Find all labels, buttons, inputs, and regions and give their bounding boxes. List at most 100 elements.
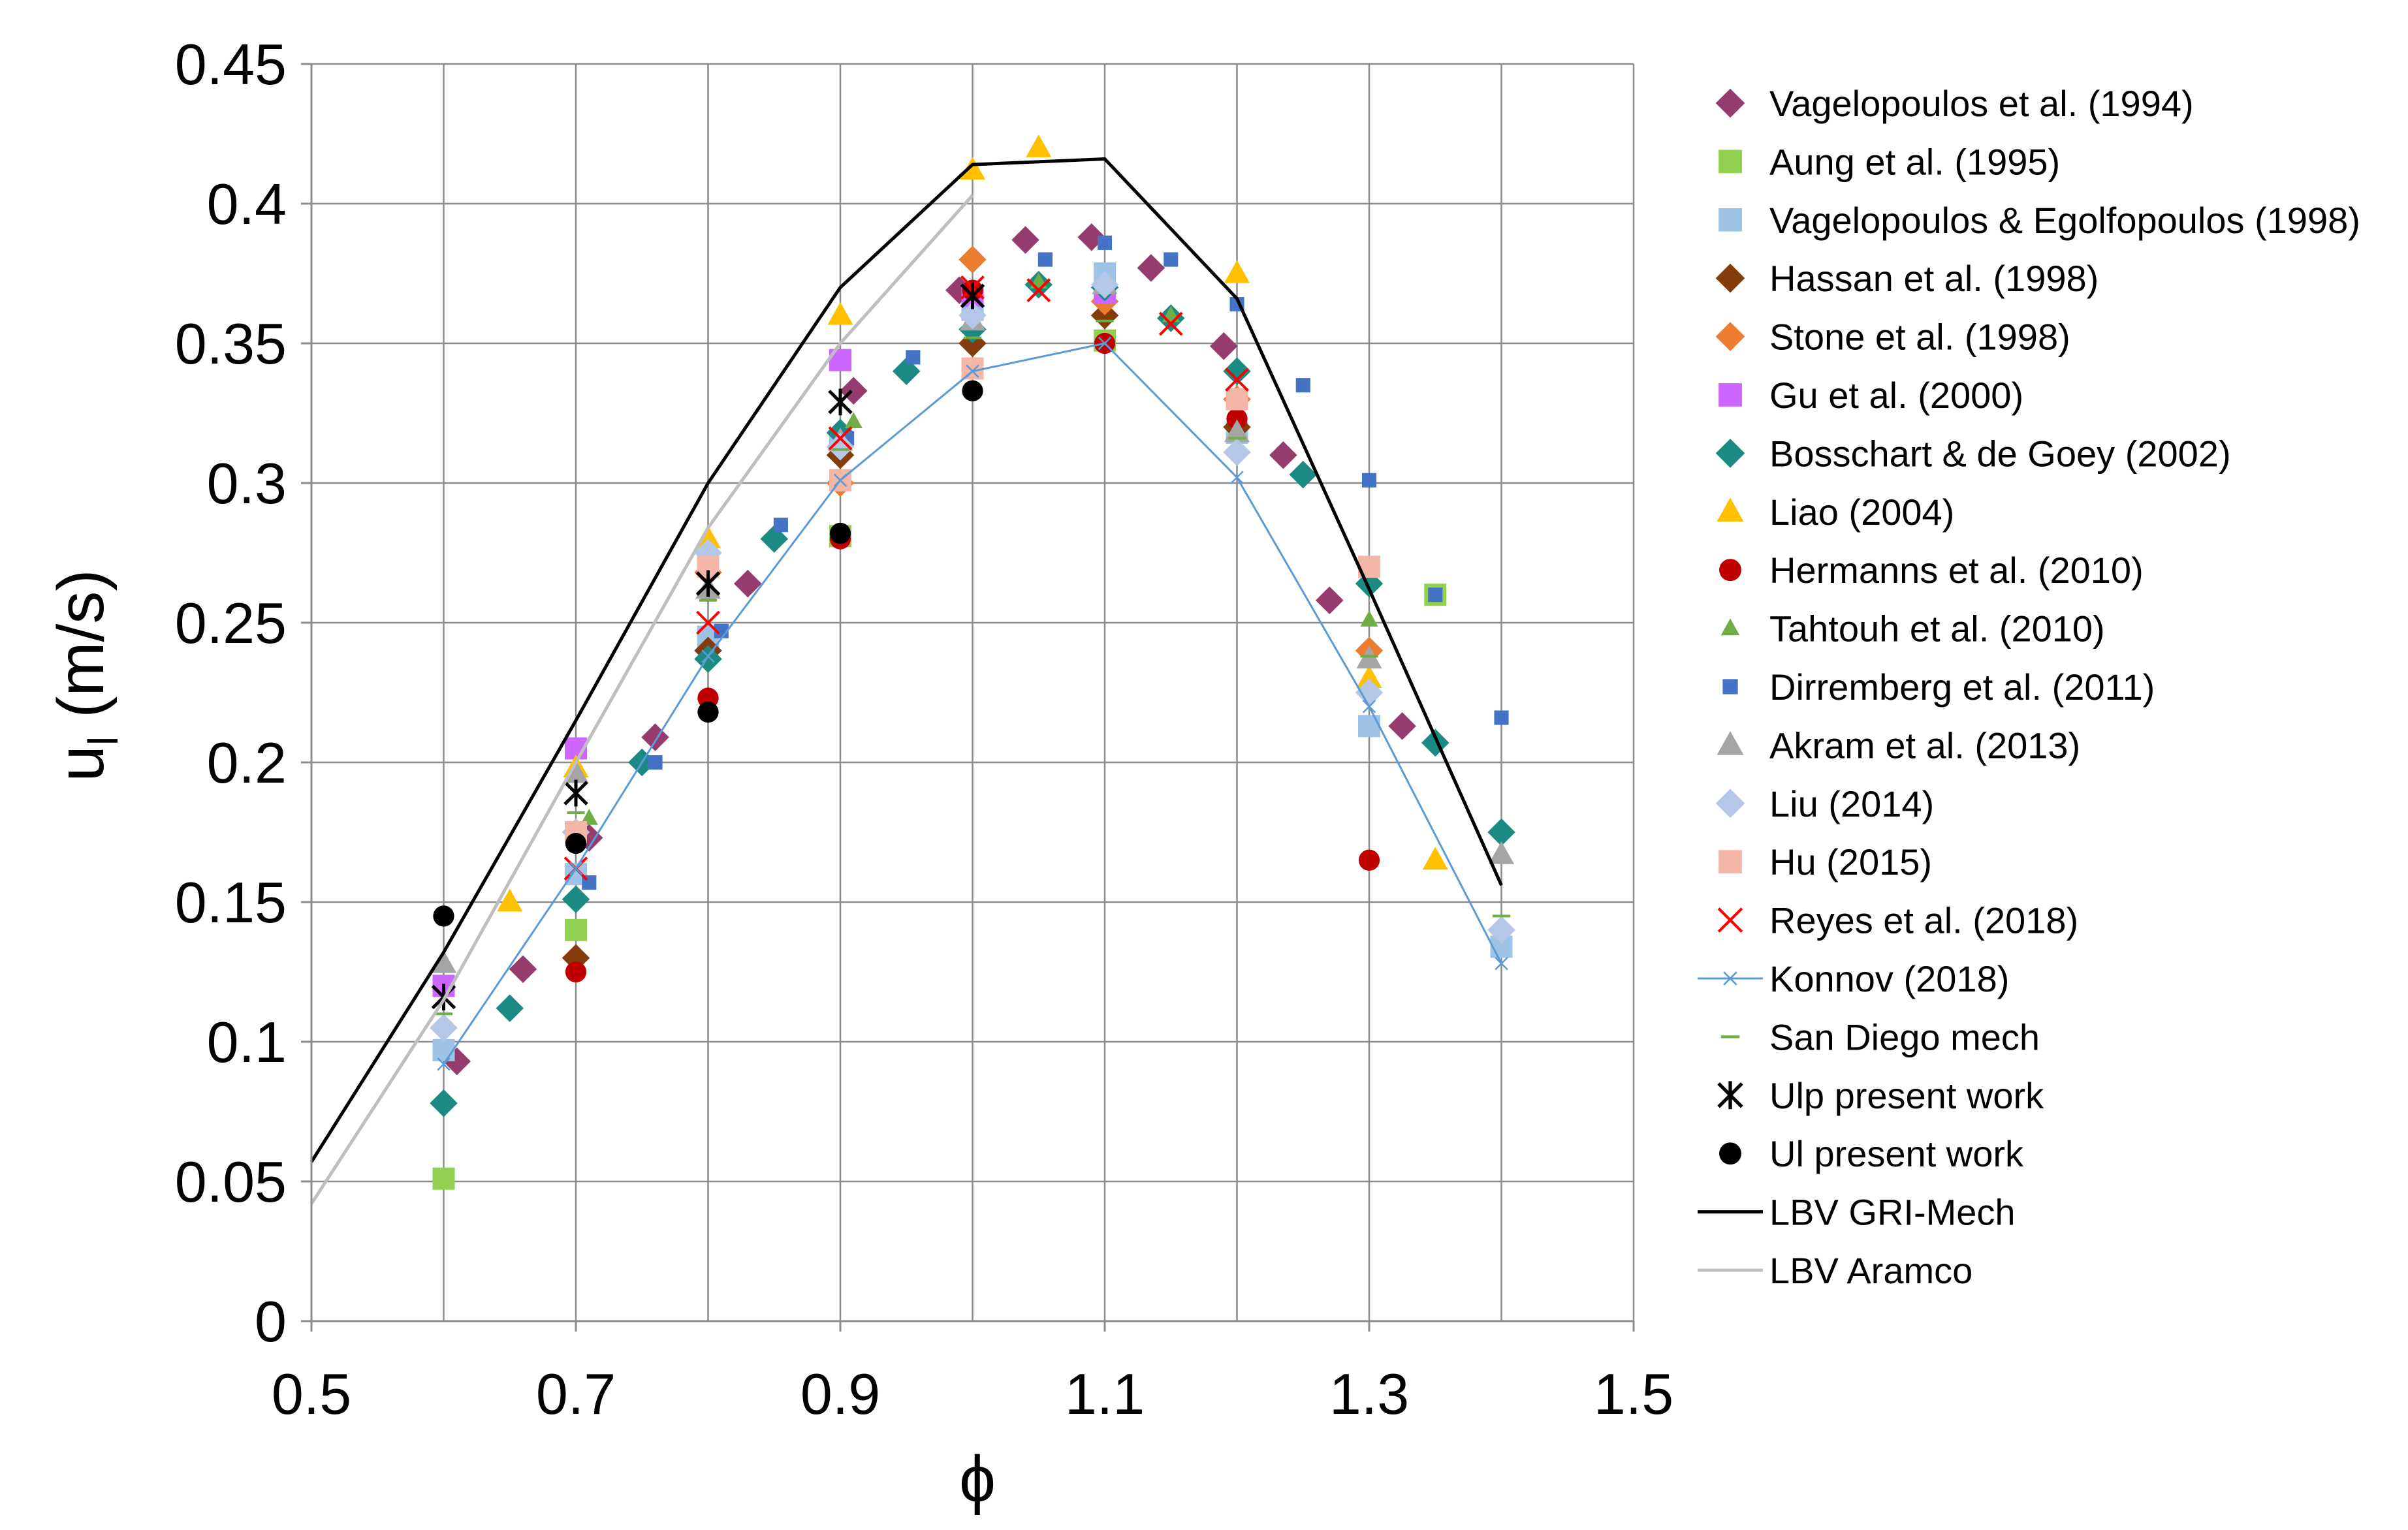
legend-item: Aung et al. (1995) xyxy=(1719,141,2060,182)
data-point xyxy=(1090,270,1119,299)
data-point xyxy=(430,950,457,973)
data-point xyxy=(962,380,983,401)
data-point xyxy=(701,649,715,663)
data-point xyxy=(1316,586,1344,615)
legend-label: Vagelopoulos & Egolfopoulos (1998) xyxy=(1769,200,2360,241)
series-vagelopoulos-et-al-1994 xyxy=(443,223,1416,1076)
legend-item: Dirremberg et al. (2011) xyxy=(1722,666,2155,708)
data-point xyxy=(1487,818,1515,847)
x-tick-label: 1.5 xyxy=(1594,1362,1673,1426)
data-point xyxy=(497,888,523,912)
x-tick-label: 1.1 xyxy=(1065,1362,1145,1426)
legend-swatch xyxy=(1719,1142,1741,1165)
legend-label: Hermanns et al. (2010) xyxy=(1769,550,2144,591)
data-point xyxy=(695,570,721,597)
data-point xyxy=(1388,712,1416,740)
data-point xyxy=(966,364,979,379)
series-aung-et-al-1995 xyxy=(432,329,1447,1190)
data-point xyxy=(1421,728,1450,757)
data-point xyxy=(1487,916,1515,945)
series-gu-et-al-2000 xyxy=(432,281,1116,997)
legend-label: Akram et al. (2013) xyxy=(1769,725,2080,766)
data-point xyxy=(432,1038,455,1061)
legend-item: Stone et al. (1998) xyxy=(1715,317,2070,358)
data-point xyxy=(1226,408,1248,429)
legend-item: Ulp present work xyxy=(1717,1075,2044,1116)
y-tick-label: 0.2 xyxy=(207,730,287,795)
legend-label: Aung et al. (1995) xyxy=(1769,141,2060,182)
data-point xyxy=(1226,388,1248,411)
data-point xyxy=(1269,441,1297,469)
legend-label: LBV GRI-Mech xyxy=(1769,1192,2016,1233)
x-tick-label: 0.5 xyxy=(272,1362,351,1426)
data-point xyxy=(1097,235,1113,250)
legend-swatch xyxy=(1723,971,1737,986)
data-point xyxy=(1225,367,1249,392)
data-point xyxy=(1026,278,1051,303)
data-point xyxy=(1356,665,1382,689)
legend-label: Liu (2014) xyxy=(1769,783,1934,824)
data-point xyxy=(1358,849,1380,871)
data-point xyxy=(430,1014,458,1042)
y-tick-label: 0.05 xyxy=(175,1149,287,1214)
data-point xyxy=(1038,252,1053,267)
data-point xyxy=(1026,134,1052,157)
data-point xyxy=(961,357,984,380)
y-axis-title-main: u xyxy=(44,745,118,782)
data-point xyxy=(1495,956,1508,971)
y-axis-title-unit: (m/s) xyxy=(44,569,118,736)
legend-swatch xyxy=(1715,88,1745,118)
data-point xyxy=(829,522,851,544)
data-point xyxy=(565,918,587,941)
data-point xyxy=(1164,252,1179,267)
data-point xyxy=(1488,841,1515,864)
legend-label: LBV Aramco xyxy=(1769,1250,1972,1291)
data-point xyxy=(1360,610,1378,627)
data-point xyxy=(844,412,863,429)
y-tick-label: 0.4 xyxy=(207,172,287,236)
legend-label: San Diego mech xyxy=(1769,1016,2040,1057)
series-lbv-aramco xyxy=(309,194,974,1205)
legend-item: Liu (2014) xyxy=(1715,783,1934,824)
data-point xyxy=(1295,378,1310,393)
legend-item: Ul present work xyxy=(1719,1133,2024,1174)
legend: Vagelopoulos et al. (1994) Aung et al. (1… xyxy=(1698,83,2360,1291)
legend-label: Hassan et al. (1998) xyxy=(1769,258,2099,299)
legend-swatch xyxy=(1715,439,1745,468)
y-tick-label: 0.1 xyxy=(207,1010,287,1074)
legend-item: Vagelopoulos & Egolfopoulos (1998) xyxy=(1719,200,2360,241)
series-line xyxy=(309,157,1503,1163)
data-point xyxy=(773,518,788,533)
legend-label: Bosschart & de Goey (2002) xyxy=(1769,433,2231,474)
axes: 0 0.05 0.1 0.15 0.2 0.25 0.3 0.35 0.4 0.45 0.5 0.7 0… xyxy=(175,32,1673,1426)
data-point xyxy=(1158,311,1183,336)
series-konnov-2018 xyxy=(437,336,1508,1071)
legend-swatch xyxy=(1717,907,1743,933)
data-point xyxy=(1428,587,1443,602)
legend-item: Hu (2015) xyxy=(1719,841,1932,882)
y-axis-title: ul (m/s) xyxy=(44,569,127,781)
data-point xyxy=(958,245,987,273)
data-point xyxy=(1224,419,1250,443)
legend-swatch xyxy=(1719,208,1742,232)
data-point xyxy=(509,955,537,983)
y-tick-label: 0.25 xyxy=(175,591,287,655)
x-tick-label: 1.3 xyxy=(1329,1362,1409,1426)
legend-item: Konnov (2018) xyxy=(1698,958,2009,999)
data-point xyxy=(1230,471,1244,484)
legend-label: Hu (2015) xyxy=(1769,841,1932,882)
data-point xyxy=(641,723,669,751)
data-point xyxy=(565,961,587,983)
data-point xyxy=(1090,301,1119,330)
legend-item: Liao (2004) xyxy=(1717,492,1954,533)
legend-label: Reyes et al. (2018) xyxy=(1769,900,2078,941)
data-point xyxy=(959,157,986,180)
legend-item: Reyes et al. (2018) xyxy=(1717,900,2078,941)
x-tick-label: 0.9 xyxy=(800,1362,880,1426)
x-tick-label: 0.7 xyxy=(536,1362,616,1426)
data-point xyxy=(833,473,848,487)
data-point xyxy=(563,760,589,783)
legend-swatch xyxy=(1719,149,1742,174)
legend-swatch xyxy=(1717,497,1744,522)
